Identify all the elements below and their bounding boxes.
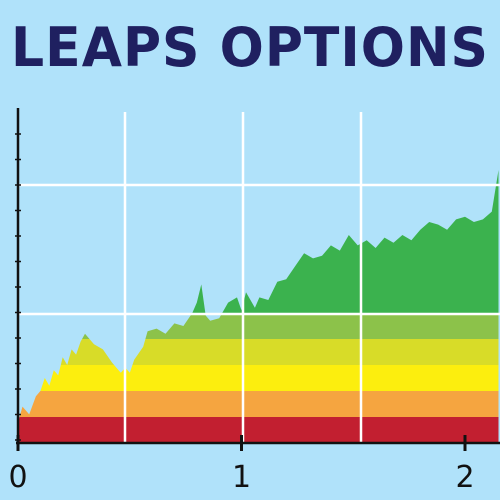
x-tick-label-0: 0 [8, 460, 27, 495]
x-tick-label-2: 2 [455, 460, 474, 495]
area-bands [18, 170, 499, 443]
grid-lines [18, 112, 500, 443]
tick-labels: 0 1 2 [8, 460, 474, 495]
area-band-3 [18, 339, 499, 365]
chart-title: LEAPS OPTIONS [11, 16, 489, 80]
axes [15, 108, 500, 451]
area-band-4 [18, 313, 499, 339]
area-band-0 [18, 417, 499, 443]
area-band-2 [18, 365, 499, 391]
area-band-1 [18, 391, 499, 417]
area-band-5 [18, 170, 499, 313]
x-tick-label-1: 1 [232, 460, 251, 495]
